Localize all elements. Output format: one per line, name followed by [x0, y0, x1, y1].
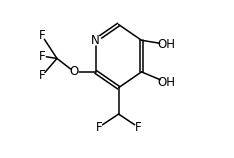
Text: OH: OH: [157, 76, 175, 89]
Text: F: F: [39, 69, 45, 82]
Text: F: F: [39, 29, 45, 42]
Text: F: F: [39, 50, 45, 63]
Text: OH: OH: [157, 38, 175, 51]
Text: F: F: [135, 121, 142, 134]
Text: N: N: [91, 34, 100, 47]
Text: F: F: [95, 121, 102, 134]
Text: O: O: [70, 65, 79, 78]
